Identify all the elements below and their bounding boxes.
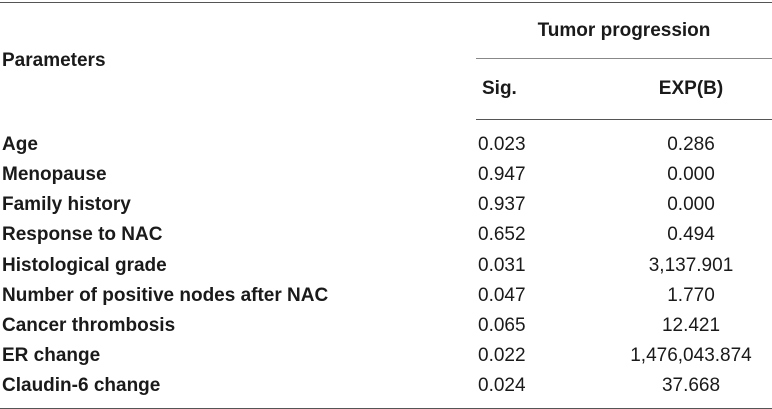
exp-b-cell: 37.668 [610, 371, 772, 409]
table-row: Histological grade 0.031 3,137.901 [0, 251, 772, 281]
parameter-cell: Menopause [2, 164, 107, 186]
exp-b-cell: 12.421 [661, 315, 721, 337]
exp-b-cell: 0.000 [667, 164, 715, 186]
sig-cell: 0.947 [478, 164, 526, 186]
sig-cell: 0.065 [478, 315, 526, 337]
exp-b-cell: 0.286 [667, 134, 715, 155]
sig-cell: 0.022 [478, 345, 526, 367]
table-row: Age 0.023 0.286 [0, 120, 772, 161]
parameter-cell: Cancer thrombosis [2, 315, 176, 337]
table-row: Response to NAC 0.652 0.494 [0, 220, 772, 250]
table-body: Age 0.023 0.286 Menopause 0.947 0.000 Fa… [0, 120, 772, 409]
sig-cell: 0.031 [478, 254, 526, 276]
exp-b-cell: 1.770 [667, 284, 715, 306]
sig-cell: 0.652 [478, 224, 526, 246]
sig-cell: 0.023 [478, 134, 526, 155]
sig-cell: 0.937 [478, 194, 526, 216]
table-row: Claudin-6 change 0.024 37.668 [0, 371, 772, 409]
exp-b-cell: 1,476,043.874 [630, 345, 752, 367]
sig-header: Sig. [476, 58, 610, 120]
exp-b-header: EXP(B) [610, 58, 772, 120]
parameter-cell: Claudin-6 change [0, 371, 476, 409]
sig-cell: 0.024 [476, 371, 610, 409]
parameter-cell: Age [2, 133, 38, 155]
exp-b-cell: 0.494 [667, 224, 715, 246]
sig-cell: 0.047 [478, 284, 526, 306]
table-row: Family history 0.937 0.000 [0, 190, 772, 220]
parameter-cell: Histological grade [2, 254, 167, 276]
parameters-header: Parameters [0, 2, 476, 120]
tumor-progression-header: Tumor progression [476, 2, 772, 59]
parameter-cell: Response to NAC [2, 224, 163, 246]
table-row: ER change 0.022 1,476,043.874 [0, 341, 772, 371]
table-row: Menopause 0.947 0.000 [0, 160, 772, 190]
parameter-cell: ER change [2, 345, 101, 367]
exp-b-cell: 3,137.901 [648, 254, 734, 276]
parameter-cell: Family history [2, 194, 131, 216]
table-row: Cancer thrombosis 0.065 12.421 [0, 311, 772, 341]
parameter-cell: Number of positive nodes after NAC [2, 284, 329, 306]
exp-b-cell: 0.000 [667, 194, 715, 216]
table-row: Number of positive nodes after NAC 0.047… [0, 281, 772, 311]
